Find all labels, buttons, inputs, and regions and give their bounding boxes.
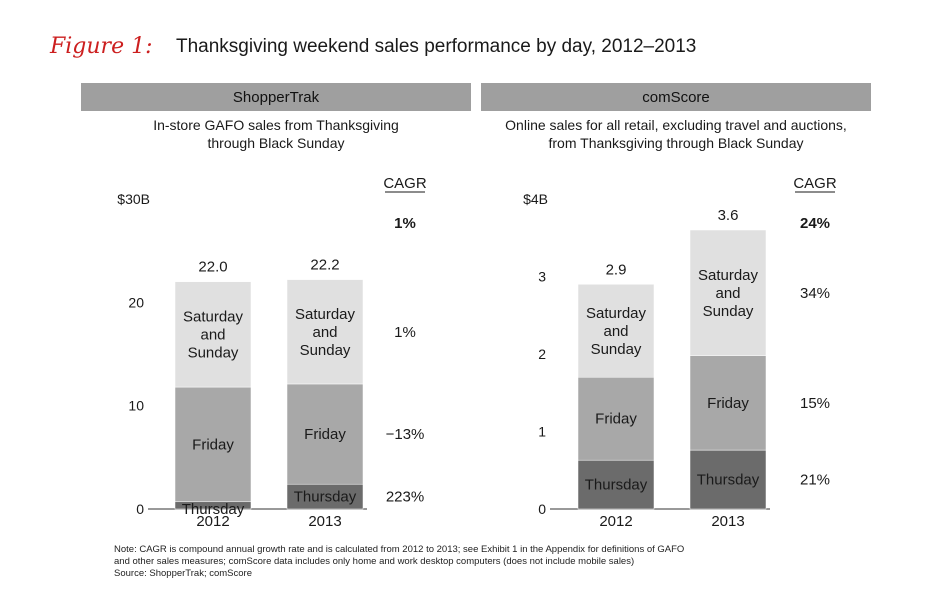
shoppertrak-segment-label-2013-0-0: Thursday xyxy=(294,489,357,506)
shoppertrak-bar-2013-friday xyxy=(286,383,364,485)
shoppertrak-total-label-2012: 22.0 xyxy=(198,259,227,276)
comscore-segment-label-2013-2-1: and xyxy=(715,285,740,302)
shoppertrak-cagr-header: CAGR xyxy=(383,175,427,192)
figure-title: Thanksgiving weekend sales performance b… xyxy=(176,36,697,57)
comscore-cagr-total: 24% xyxy=(800,215,830,232)
shoppertrak-cagr-friday: −13% xyxy=(386,426,425,443)
comscore-segment-label-2013-2-2: Sunday xyxy=(703,303,754,320)
comscore-bar-2012-thursday xyxy=(577,459,655,510)
comscore-bar-2013-friday xyxy=(689,355,767,451)
shoppertrak-y-tick-label-2: 20 xyxy=(128,294,144,310)
shoppertrak-bar-2013-thursday xyxy=(286,483,364,510)
comscore-subtitle: Online sales for all retail, excluding t… xyxy=(481,116,871,152)
comscore-segment-label-2012-2-1: and xyxy=(603,323,628,340)
comscore-segment-label-2012-0-0: Thursday xyxy=(585,477,648,494)
comscore-category-label-2012: 2012 xyxy=(599,513,632,530)
note-line-1: Note: CAGR is compound annual growth rat… xyxy=(114,544,685,555)
comscore-y-unit-label: $4B xyxy=(523,191,548,207)
shoppertrak-bar-2012-friday xyxy=(174,386,252,503)
figure-label: Figure 1: xyxy=(50,34,153,59)
shoppertrak-segment-label-2012-2-0: Saturday xyxy=(183,308,244,325)
shoppertrak-y-tick-label-1: 10 xyxy=(128,398,144,414)
shoppertrak-segment-label-2013-1-0: Friday xyxy=(304,426,346,443)
comscore-subtitle-line-2: from Thanksgiving through Black Sunday xyxy=(548,135,804,151)
shoppertrak-segment-label-2012-2-2: Sunday xyxy=(188,344,239,361)
shoppertrak-category-label-2013: 2013 xyxy=(308,513,341,530)
comscore-segment-label-2013-2-0: Saturday xyxy=(698,267,759,284)
shoppertrak-y-tick-label-0: 0 xyxy=(136,501,144,517)
comscore-header: comScore xyxy=(481,83,871,111)
shoppertrak-category-label-2012: 2012 xyxy=(196,513,229,530)
shoppertrak-segment-label-2012-0-0: Thursday xyxy=(182,501,245,518)
comscore-y-tick-label-1: 1 xyxy=(538,424,546,440)
comscore-bar-2012-friday xyxy=(577,377,655,461)
comscore-bar-2013-thursday xyxy=(689,449,767,510)
shoppertrak-segment-label-2013-2-2: Sunday xyxy=(300,342,351,359)
notes: Note: CAGR is compound annual growth rat… xyxy=(114,544,834,580)
comscore-category-label-2013: 2013 xyxy=(711,513,744,530)
comscore-segment-label-2012-2-0: Saturday xyxy=(586,305,647,322)
comscore-cagr-header: CAGR xyxy=(793,175,837,192)
comscore-cagr-thursday: 21% xyxy=(800,472,830,489)
shoppertrak-header: ShopperTrak xyxy=(81,83,471,111)
shoppertrak-bar-2012-saturday-and-sunday xyxy=(174,281,252,388)
shoppertrak-bar-2013-saturday-and-sunday xyxy=(286,279,364,385)
comscore-total-label-2012: 2.9 xyxy=(606,261,627,278)
comscore-y-tick-label-2: 2 xyxy=(538,346,546,362)
shoppertrak-segment-label-2013-2-1: and xyxy=(312,324,337,341)
comscore-bar-2013-saturday-and-sunday xyxy=(689,229,767,356)
shoppertrak-total-label-2013: 22.2 xyxy=(310,257,339,274)
comscore-bar-2012-saturday-and-sunday xyxy=(577,284,655,378)
shoppertrak-cagr-saturday-and-sunday: 1% xyxy=(394,324,416,341)
shoppertrak-segment-label-2012-1-0: Friday xyxy=(192,436,234,453)
comscore-cagr-friday: 15% xyxy=(800,395,830,412)
shoppertrak-cagr-total: 1% xyxy=(394,215,416,232)
source-line: Source: ShopperTrak; comScore xyxy=(114,568,252,579)
comscore-segment-label-2013-1-0: Friday xyxy=(707,395,749,412)
shoppertrak-y-unit-label: $30B xyxy=(117,191,150,207)
comscore-y-tick-label-3: 3 xyxy=(538,269,546,285)
note-line-2: and other sales measures; comScore data … xyxy=(114,556,635,567)
comscore-segment-label-2012-2-2: Sunday xyxy=(591,341,642,358)
shoppertrak-segment-label-2012-2-1: and xyxy=(200,326,225,343)
comscore-cagr-saturday-and-sunday: 34% xyxy=(800,285,830,302)
shoppertrak-subtitle-line-1: In-store GAFO sales from Thanksgiving xyxy=(153,117,399,133)
comscore-subtitle-line-1: Online sales for all retail, excluding t… xyxy=(505,117,847,133)
comscore-total-label-2013: 3.6 xyxy=(718,207,739,224)
shoppertrak-cagr-thursday: 223% xyxy=(386,489,424,506)
comscore-segment-label-2013-0-0: Thursday xyxy=(697,472,760,489)
comscore-y-tick-label-0: 0 xyxy=(538,501,546,517)
shoppertrak-subtitle-line-2: through Black Sunday xyxy=(207,135,345,151)
shoppertrak-segment-label-2013-2-0: Saturday xyxy=(295,306,356,323)
comscore-segment-label-2012-1-0: Friday xyxy=(595,411,637,428)
shoppertrak-subtitle: In-store GAFO sales from Thanksgiving th… xyxy=(81,116,471,152)
